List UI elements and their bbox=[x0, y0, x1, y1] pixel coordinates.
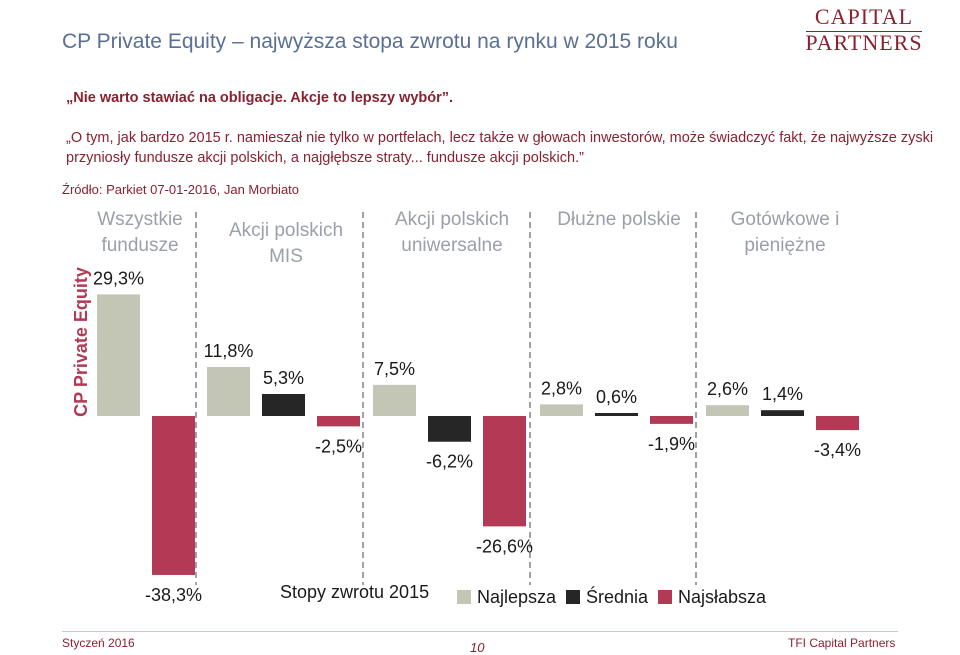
bar-best bbox=[97, 294, 140, 416]
data-label: -1,9% bbox=[648, 434, 695, 454]
footer-brand: TFI Capital Partners bbox=[788, 636, 896, 650]
category-label: Dłużne polskie bbox=[557, 209, 681, 230]
data-label: -6,2% bbox=[426, 452, 473, 472]
bar-best bbox=[373, 384, 416, 416]
bar-worst bbox=[483, 416, 526, 527]
quote-body: „O tym, jak bardzo 2015 r. namieszał nie… bbox=[66, 130, 934, 166]
legend-swatch bbox=[457, 590, 471, 604]
legend-label: Najlepsza bbox=[477, 587, 557, 607]
bar-avg bbox=[761, 410, 804, 416]
bar-best bbox=[540, 404, 583, 416]
highlight-label: CP Private Equity bbox=[71, 267, 91, 417]
legend-swatch bbox=[658, 590, 672, 604]
bar-worst bbox=[816, 416, 859, 431]
bar-avg bbox=[428, 416, 471, 442]
data-label: -38,3% bbox=[145, 585, 202, 605]
logo-line-partners: PARTNERS bbox=[805, 30, 923, 55]
category-label: Wszystkie bbox=[97, 209, 183, 230]
data-label: -2,5% bbox=[315, 436, 362, 456]
category-label: MIS bbox=[269, 246, 303, 267]
data-label: 11,8% bbox=[204, 341, 254, 361]
bar-avg bbox=[262, 394, 305, 416]
bar-worst bbox=[152, 416, 195, 575]
category-label: Akcji polskich bbox=[229, 220, 343, 241]
bar-avg bbox=[595, 413, 638, 416]
data-label: 5,3% bbox=[263, 368, 304, 388]
data-label: 2,6% bbox=[707, 379, 748, 399]
bar-worst bbox=[317, 416, 360, 427]
footer-date: Styczeń 2016 bbox=[62, 636, 135, 650]
category-label: Gotówkowe i bbox=[731, 209, 840, 230]
category-label: Akcji polskich bbox=[395, 209, 509, 230]
data-label: 2,8% bbox=[541, 378, 582, 398]
data-label: -26,6% bbox=[476, 536, 533, 556]
category-label: pieniężne bbox=[744, 235, 825, 256]
data-label: -3,4% bbox=[814, 440, 861, 460]
category-label: uniwersalne bbox=[401, 235, 502, 256]
bar-best bbox=[706, 405, 749, 416]
slide-title: CP Private Equity – najwyższa stopa zwro… bbox=[62, 30, 678, 53]
footer-divider bbox=[62, 631, 898, 632]
legend-title: Stopy zwrotu 2015 bbox=[280, 582, 429, 602]
category-label: fundusze bbox=[101, 235, 178, 256]
data-label: 0,6% bbox=[596, 387, 637, 407]
capital-partners-logo: CAPITAL PARTNERS bbox=[800, 4, 928, 56]
data-label: 29,3% bbox=[93, 268, 144, 288]
data-label: 7,5% bbox=[374, 359, 415, 379]
source-note: Źródło: Parkiet 07-01-2016, Jan Morbiato bbox=[62, 182, 300, 197]
legend-swatch bbox=[566, 590, 580, 604]
quote-headline: „Nie warto stawiać na obligacje. Akcje t… bbox=[66, 90, 454, 106]
page-number: 10 bbox=[470, 640, 485, 655]
data-label: 1,4% bbox=[762, 384, 803, 404]
logo-line-capital: CAPITAL bbox=[814, 4, 914, 29]
legend-label: Najsłabsza bbox=[678, 587, 767, 607]
logo-rule bbox=[806, 31, 922, 32]
legend-label: Średnia bbox=[586, 586, 649, 607]
bar-worst bbox=[650, 416, 693, 424]
bar-best bbox=[207, 367, 250, 416]
